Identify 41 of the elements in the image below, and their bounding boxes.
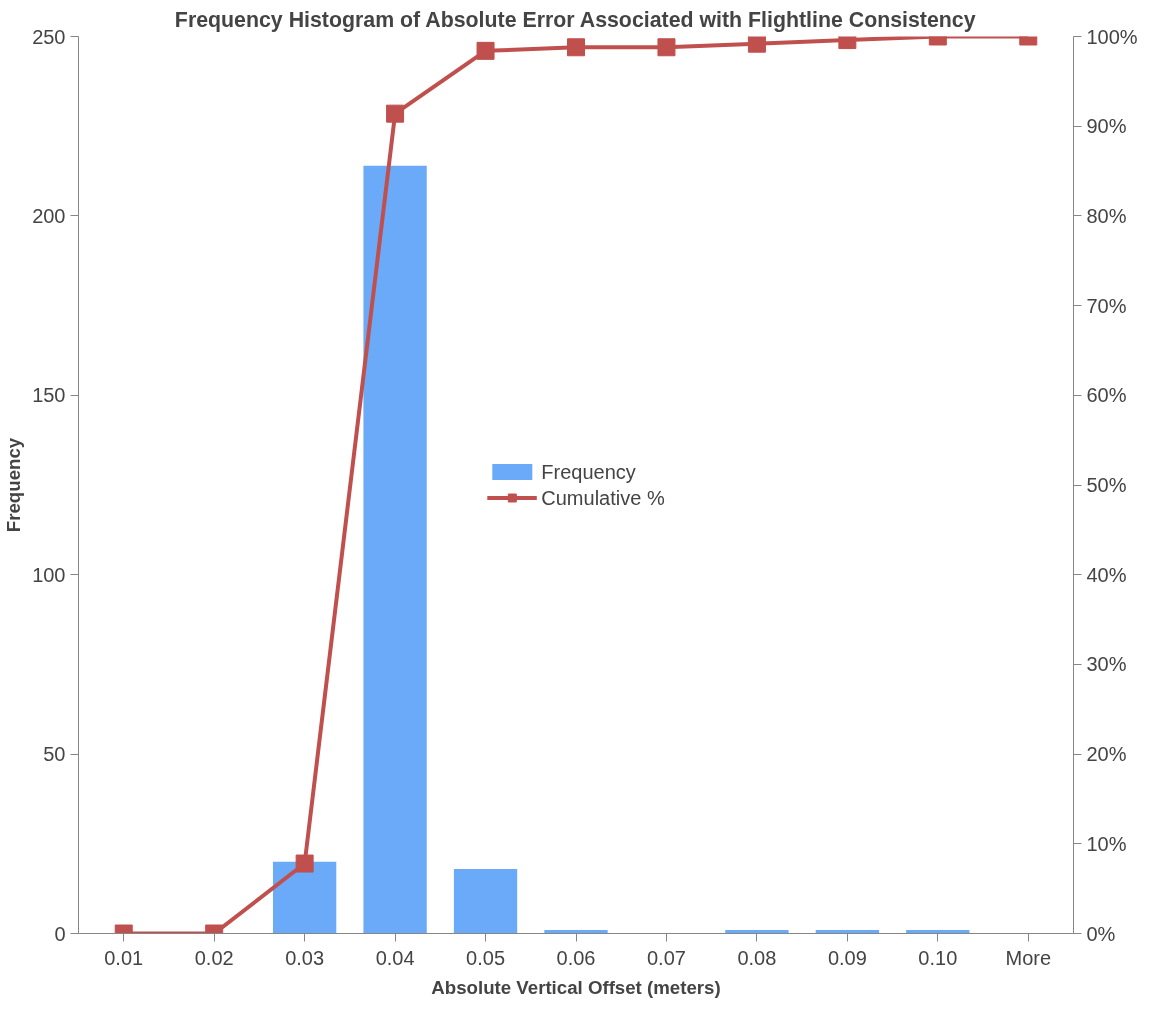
y2-tick-label: 0% xyxy=(1086,922,1116,945)
x-tick-label: 0.05 xyxy=(466,946,506,969)
y2-tick-label: 50% xyxy=(1086,474,1127,496)
x-tick-label: 0.09 xyxy=(827,946,867,969)
x-tick-label: 0.01 xyxy=(104,946,144,969)
x-tick-label: 0.06 xyxy=(556,946,596,969)
y2-tick-label: 40% xyxy=(1086,563,1127,586)
x-tick-label: More xyxy=(1005,946,1052,969)
y2-tick-label: 80% xyxy=(1086,204,1127,227)
x-axis-title: Absolute Vertical Offset (meters) xyxy=(431,976,721,998)
x-tick-label: 0.02 xyxy=(194,946,234,969)
x-tick-label: 0.07 xyxy=(646,946,686,969)
y-tick-label: 150 xyxy=(32,384,66,407)
y2-tick-label: 20% xyxy=(1086,743,1127,766)
y2-tick-label: 60% xyxy=(1086,384,1127,407)
point xyxy=(567,38,585,57)
point xyxy=(657,38,676,57)
y-tick-label: 250 xyxy=(32,25,66,48)
point xyxy=(476,41,495,60)
y2-tick-label: 30% xyxy=(1086,653,1127,676)
bar xyxy=(363,165,427,934)
y2-tick-label: 10% xyxy=(1086,832,1127,855)
y-tick-label: 0 xyxy=(54,922,66,945)
y2-tick-label: 100% xyxy=(1086,25,1138,48)
x-tick-label: 0.04 xyxy=(375,946,415,969)
legend-label: Cumulative % xyxy=(541,486,665,509)
point xyxy=(386,104,405,123)
y2-tick-label: 90% xyxy=(1086,115,1127,138)
bar xyxy=(453,868,518,934)
chart-title: Frequency Histogram of Absolute Error Associated with Flightline Consistency xyxy=(174,7,976,32)
legend-label: Frequency xyxy=(541,460,636,483)
bar xyxy=(272,861,337,934)
point xyxy=(747,36,766,53)
x-tick-label: 0.08 xyxy=(737,946,777,969)
x-tick-label: 0.10 xyxy=(918,946,958,969)
y-tick-label: 200 xyxy=(32,204,66,227)
y-tick-label: 50 xyxy=(43,743,66,766)
y2-tick-label: 70% xyxy=(1086,294,1127,317)
y-axis-title: Frequency xyxy=(3,437,25,533)
y-tick-label: 100 xyxy=(32,563,66,586)
x-tick-label: 0.03 xyxy=(285,946,325,969)
